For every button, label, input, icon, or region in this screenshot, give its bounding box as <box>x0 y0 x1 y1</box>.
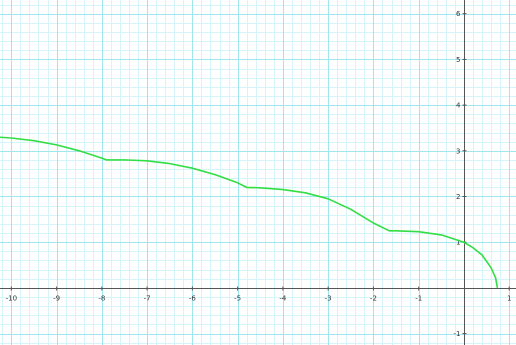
x-tick-label: -9 <box>53 295 60 303</box>
y-tick-label: 6 <box>456 10 461 18</box>
x-tick-label: -10 <box>6 295 17 303</box>
x-tick-label: -4 <box>279 295 287 303</box>
x-tick-label: -5 <box>234 295 241 303</box>
x-tick-label: -7 <box>144 295 151 303</box>
y-tick-label: 5 <box>456 56 460 64</box>
series-layer <box>0 136 499 289</box>
y-tick-label: 3 <box>456 147 460 155</box>
y-tick-label: -1 <box>454 330 461 338</box>
x-tick-label: -8 <box>98 295 105 303</box>
y-tick-label: 4 <box>456 102 461 110</box>
x-tick-label: -3 <box>325 295 332 303</box>
x-tick-label: -1 <box>415 295 422 303</box>
y-tick-label: 2 <box>456 193 460 201</box>
x-tick-label: 1 <box>507 295 511 303</box>
x-tick-label: -6 <box>189 295 197 303</box>
tick-labels: -10 -9 -8 -7 -6 -5 -4 -3 -2 -1 1 -1 1 2 3 4 5 6 <box>6 10 512 338</box>
y-tick-label: 1 <box>456 239 460 247</box>
series-line <box>0 136 499 289</box>
x-tick-label: -2 <box>370 295 377 303</box>
